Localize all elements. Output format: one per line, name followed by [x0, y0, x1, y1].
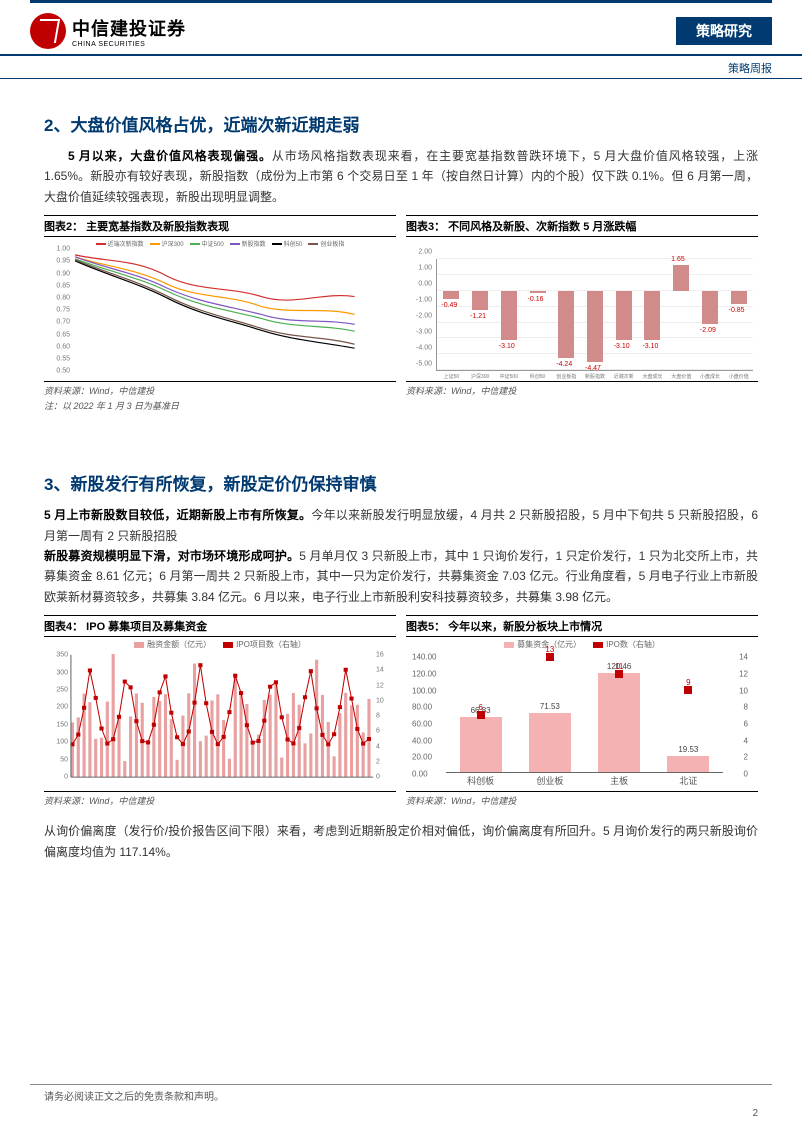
- chart-row-2: 图表4： IPO 募集项目及募集资金 融资金额（亿元） IPO项目数（右轴） 0…: [44, 615, 758, 809]
- footer-disclaimer: 请务必阅读正文之后的免责条款和声明。: [44, 1088, 224, 1103]
- section2-lead: 5 月以来，大盘价值风格表现偏强。: [68, 149, 272, 163]
- chart3-source: 资料来源：Wind，中信建投: [406, 382, 758, 399]
- chart5-legend-mark: IPO数（右轴）: [606, 640, 660, 649]
- chart5-source: 资料来源：Wind，中信建投: [406, 792, 758, 809]
- chart2-title: 图表2： 主要宽基指数及新股指数表现: [44, 215, 396, 237]
- section3-p2: 新股募资规模明显下滑，对市场环境形成呵护。5 月单月仅 3 只新股上市，其中 1…: [44, 546, 758, 607]
- brand-name-cn: 中信建投证券: [72, 15, 186, 41]
- chart3-plot: -5.00-4.00-3.00-2.00-1.000.001.002.00 -0…: [406, 237, 758, 382]
- chart2-source: 资料来源：Wind，中信建投: [44, 382, 396, 399]
- chart5-title: 图表5： 今年以来，新股分板块上市情况: [406, 615, 758, 637]
- footer-divider: [30, 1084, 772, 1085]
- section3-p2-bold: 新股募资规模明显下滑，对市场环境形成呵护。: [44, 549, 299, 563]
- section2-title: 2、大盘价值风格占优，近端次新近期走弱: [44, 111, 758, 136]
- section3-p1-bold: 5 月上市新股数目较低，近期新股上市有所恢复。: [44, 508, 311, 522]
- chart-row-1: 图表2： 主要宽基指数及新股指数表现 近端次新指数沪深300中证500新股指数科…: [44, 215, 758, 412]
- chart2-note: 注：以 2022 年 1 月 3 日为基准日: [44, 399, 396, 412]
- chart4-source: 资料来源：Wind，中信建投: [44, 792, 396, 809]
- section3-p1: 5 月上市新股数目较低，近期新股上市有所恢复。今年以来新股发行明显放缓，4 月共…: [44, 505, 758, 546]
- section2-para: 5 月以来，大盘价值风格表现偏强。从市场风格指数表现来看，在主要宽基指数普跌环境…: [44, 146, 758, 207]
- chart5-plot: 募集资金（亿元） IPO数（右轴） 66.83671.5313120.46111…: [406, 637, 758, 792]
- report-category: 策略研究: [676, 17, 772, 45]
- page-number: 2: [752, 1108, 758, 1119]
- brand-name-en: CHINA SECURITIES: [72, 41, 186, 48]
- chart4-plot: 融资金额（亿元） IPO项目数（右轴） 05010015020025030035…: [44, 637, 396, 792]
- section3-title: 3、新股发行有所恢复，新股定价仍保持审慎: [44, 470, 758, 495]
- chart2-plot: 近端次新指数沪深300中证500新股指数科创50创业板指 0.500.550.6…: [44, 237, 396, 382]
- report-subcategory: 策略周报: [0, 56, 802, 79]
- section3-p3: 从询价偏离度（发行价/投价报告区间下限）来看，考虑到近期新股定价相对偏低，询价偏…: [44, 821, 758, 862]
- chart3-title: 图表3： 不同风格及新股、次新指数 5 月涨跌幅: [406, 215, 758, 237]
- logo-icon: [30, 13, 66, 49]
- brand-logo: 中信建投证券 CHINA SECURITIES: [30, 13, 186, 49]
- chart5-legend: 募集资金（亿元） IPO数（右轴）: [406, 639, 758, 650]
- page-header: 中信建投证券 CHINA SECURITIES 策略研究: [0, 3, 802, 56]
- chart4-title: 图表4： IPO 募集项目及募集资金: [44, 615, 396, 637]
